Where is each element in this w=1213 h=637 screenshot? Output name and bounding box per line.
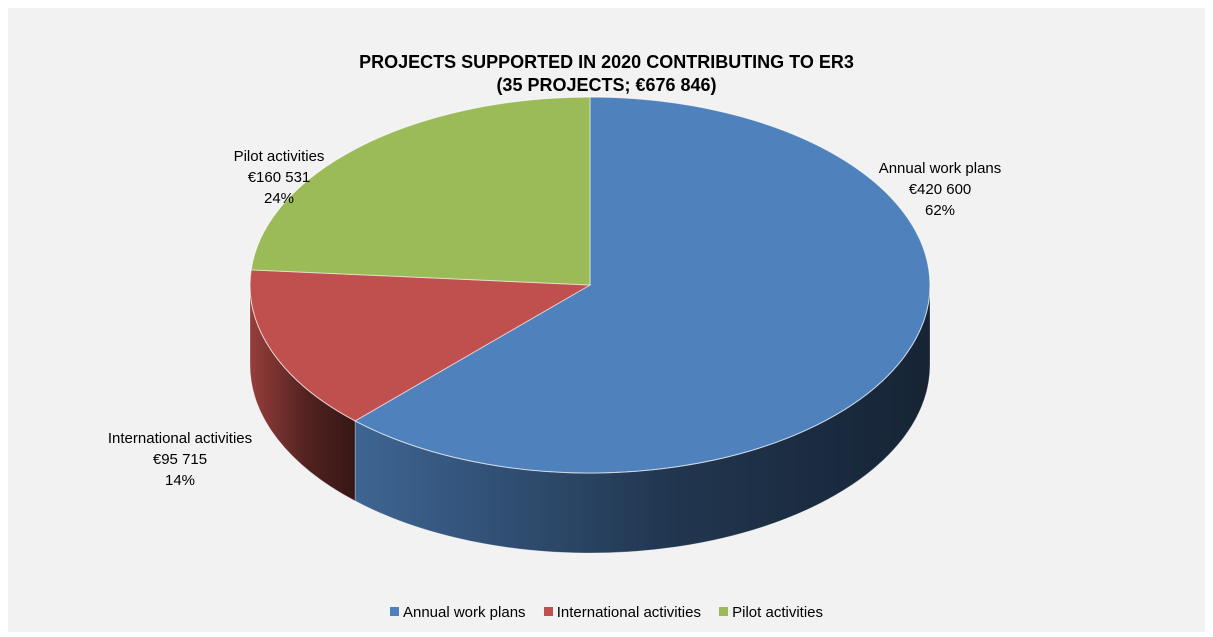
- data-label-pilot-activities: Pilot activities €160 531 24%: [209, 146, 349, 209]
- chart-panel: PROJECTS SUPPORTED IN 2020 CONTRIBUTING …: [8, 8, 1205, 632]
- legend-item-international-activities: International activities: [543, 604, 701, 621]
- data-label-value: €160 531: [247, 169, 311, 186]
- legend-swatch-icon: [389, 607, 399, 616]
- data-label-name: International activities: [107, 430, 253, 447]
- legend: Annual work plans International activiti…: [8, 604, 1205, 621]
- data-label-percent: 14%: [164, 472, 196, 489]
- legend-item-annual-work-plans: Annual work plans: [389, 604, 526, 621]
- pie-rim-outline: [249, 96, 931, 474]
- data-label-percent: 62%: [924, 202, 956, 219]
- pie-slice-pilot-activities: [250, 96, 591, 286]
- chart-title-line-1: PROJECTS SUPPORTED IN 2020 CONTRIBUTING …: [359, 52, 854, 72]
- data-label-percent: 24%: [263, 190, 295, 207]
- pie-chart: [249, 96, 931, 554]
- legend-item-pilot-activities: Pilot activities: [719, 604, 823, 621]
- data-label-name: Annual work plans: [878, 160, 1002, 177]
- data-label-name: Pilot activities: [233, 148, 325, 165]
- legend-swatch-icon: [543, 607, 553, 616]
- data-label-value: €95 715: [152, 451, 208, 468]
- chart-title-line-2: (35 PROJECTS; €676 846): [496, 75, 717, 95]
- pie-top-layer: [249, 96, 931, 474]
- legend-label: International activities: [556, 604, 701, 621]
- data-label-annual-work-plans: Annual work plans €420 600 62%: [850, 158, 1030, 221]
- data-label-value: €420 600: [908, 181, 972, 198]
- pie-slice-annual-work-plans: [354, 96, 931, 474]
- data-label-international-activities: International activities €95 715 14%: [90, 428, 270, 491]
- legend-label: Pilot activities: [732, 604, 824, 621]
- chart-title: PROJECTS SUPPORTED IN 2020 CONTRIBUTING …: [8, 51, 1205, 97]
- pie-slice-international-activities: [249, 269, 592, 422]
- legend-label: Annual work plans: [402, 604, 526, 621]
- legend-swatch-icon: [719, 607, 729, 616]
